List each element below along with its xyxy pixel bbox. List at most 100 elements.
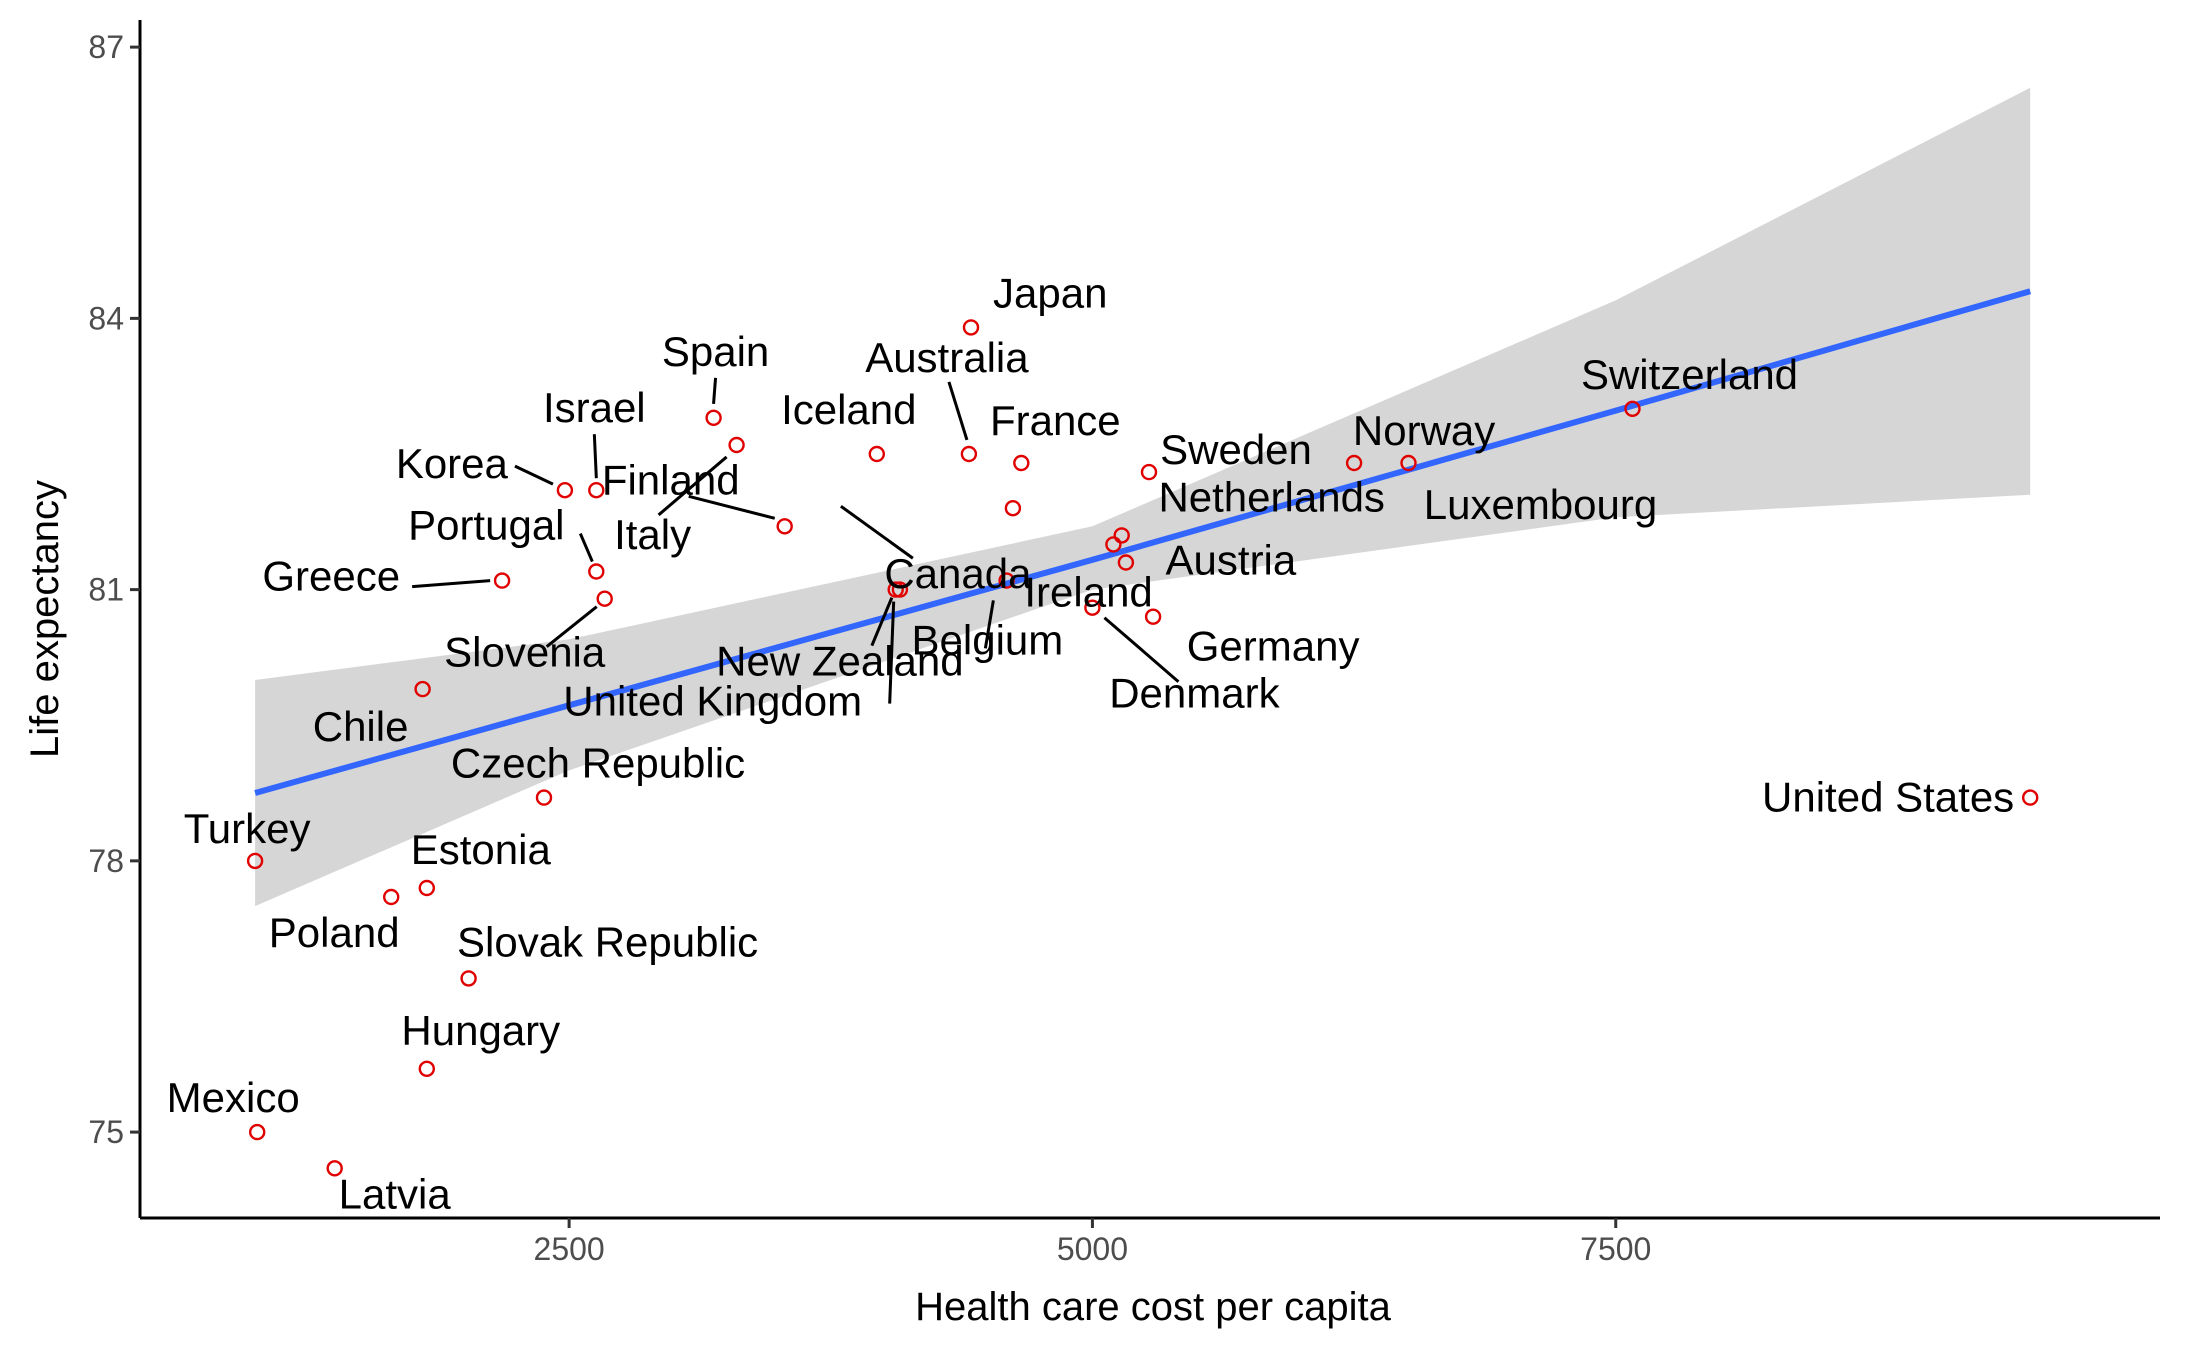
point-luxembourg: [1400, 454, 1417, 472]
leader-belgium: [983, 600, 995, 649]
label-sweden: Sweden: [1160, 426, 1312, 473]
x-tick-label: 2500: [534, 1231, 605, 1267]
label-mexico: Mexico: [167, 1074, 300, 1121]
point-poland: [383, 888, 400, 906]
leader-new-zealand: [870, 597, 894, 647]
leader-line-layer: [412, 377, 1180, 704]
point-portugal: [588, 563, 605, 580]
leader-denmark: [1103, 616, 1180, 683]
point-japan: [962, 319, 980, 336]
label-poland: Poland: [269, 909, 400, 956]
leader-korea: [514, 464, 554, 486]
point-slovak-republic: [460, 970, 477, 987]
label-latvia: Latvia: [339, 1170, 452, 1217]
label-australia: Australia: [865, 334, 1029, 381]
label-united-kingdom: United Kingdom: [563, 678, 862, 725]
point-sweden: [1140, 463, 1158, 481]
label-czech-republic: Czech Republic: [451, 740, 745, 787]
point-finland: [776, 518, 793, 535]
point-czech-republic: [535, 789, 553, 806]
leader-portugal: [578, 532, 594, 563]
confidence-band: [255, 87, 2031, 907]
label-belgium: Belgium: [912, 616, 1064, 663]
label-greece: Greece: [262, 553, 400, 600]
axes: [138, 20, 2160, 1220]
point-slovenia: [596, 590, 613, 607]
leader-spain: [712, 377, 718, 404]
label-denmark: Denmark: [1109, 670, 1280, 717]
label-iceland: Iceland: [781, 386, 916, 433]
point-turkey: [246, 852, 264, 870]
label-united-states: United States: [1762, 774, 2014, 821]
label-slovenia: Slovenia: [444, 629, 606, 676]
label-new-zealand: New Zealand: [716, 638, 963, 685]
x-tick-label: 5000: [1057, 1231, 1128, 1267]
label-ireland: Ireland: [1024, 569, 1152, 616]
leader-australia: [947, 381, 969, 441]
x-tick-label: 7500: [1580, 1231, 1651, 1267]
label-germany: Germany: [1187, 623, 1360, 670]
point-spain: [705, 409, 722, 426]
label-italy: Italy: [614, 511, 691, 558]
label-estonia: Estonia: [411, 826, 552, 873]
y-tick-label: 78: [88, 843, 124, 879]
label-switzerland: Switzerland: [1581, 351, 1798, 398]
label-korea: Korea: [396, 440, 509, 487]
label-hungary: Hungary: [401, 1007, 560, 1054]
point-layer: [246, 319, 2039, 1177]
trend-line: [254, 288, 2032, 796]
point-norway: [1345, 454, 1363, 472]
point-belgium: [1105, 536, 1122, 553]
label-canada: Canada: [884, 550, 1032, 597]
y-axis-title: Life expectancy: [23, 480, 67, 758]
label-chile: Chile: [313, 703, 409, 750]
leader-united-kingdom: [888, 601, 896, 704]
label-israel: Israel: [543, 384, 646, 431]
label-netherlands: Netherlands: [1158, 473, 1384, 520]
leader-finland: [688, 494, 776, 520]
point-austria: [1117, 554, 1135, 571]
point-netherlands: [1113, 527, 1130, 544]
point-denmark: [1084, 599, 1101, 616]
label-austria: Austria: [1166, 537, 1297, 584]
point-chile: [414, 680, 431, 698]
label-turkey: Turkey: [184, 805, 311, 852]
tick-layer: 2500 5000 7500 75 78 81 84 87: [88, 29, 1651, 1267]
leader-slovenia: [545, 605, 598, 648]
point-mexico: [249, 1123, 266, 1141]
point-united-kingdom: [887, 581, 904, 598]
point-hungary: [418, 1060, 435, 1078]
point-united-states: [2021, 789, 2039, 806]
point-israel: [588, 482, 605, 499]
label-luxembourg: Luxembourg: [1424, 481, 1657, 528]
point-label-layer: Japan Spain Australia Iceland France Israel Ko…: [167, 269, 2015, 1217]
y-tick-label: 75: [88, 1114, 124, 1150]
point-australia: [960, 445, 978, 463]
point-france: [1013, 454, 1030, 472]
label-spain: Spain: [662, 328, 769, 375]
y-tick-label: 84: [88, 300, 124, 336]
label-portugal: Portugal: [408, 502, 564, 549]
y-tick-label: 81: [88, 572, 124, 608]
point-estonia: [418, 879, 435, 897]
point-latvia: [326, 1160, 343, 1177]
point-italy: [728, 436, 745, 454]
label-france: France: [990, 397, 1121, 444]
confidence-band-layer: [255, 87, 2031, 907]
leader-greece: [412, 579, 491, 589]
point-switzerland: [1624, 400, 1641, 417]
leader-canada: [840, 505, 914, 560]
point-korea: [556, 482, 574, 499]
label-finland: Finland: [602, 456, 740, 503]
trend-line-layer: [254, 288, 2032, 796]
point-ireland: [998, 572, 1015, 589]
point-germany: [1144, 608, 1162, 625]
label-slovak-republic: Slovak Republic: [457, 918, 758, 965]
leader-israel: [592, 434, 598, 479]
y-tick-label: 87: [88, 29, 124, 65]
x-axis-title: Health care cost per capita: [915, 1285, 1392, 1329]
label-japan: Japan: [993, 269, 1107, 316]
leader-italy: [657, 455, 728, 517]
point-greece: [493, 572, 511, 589]
